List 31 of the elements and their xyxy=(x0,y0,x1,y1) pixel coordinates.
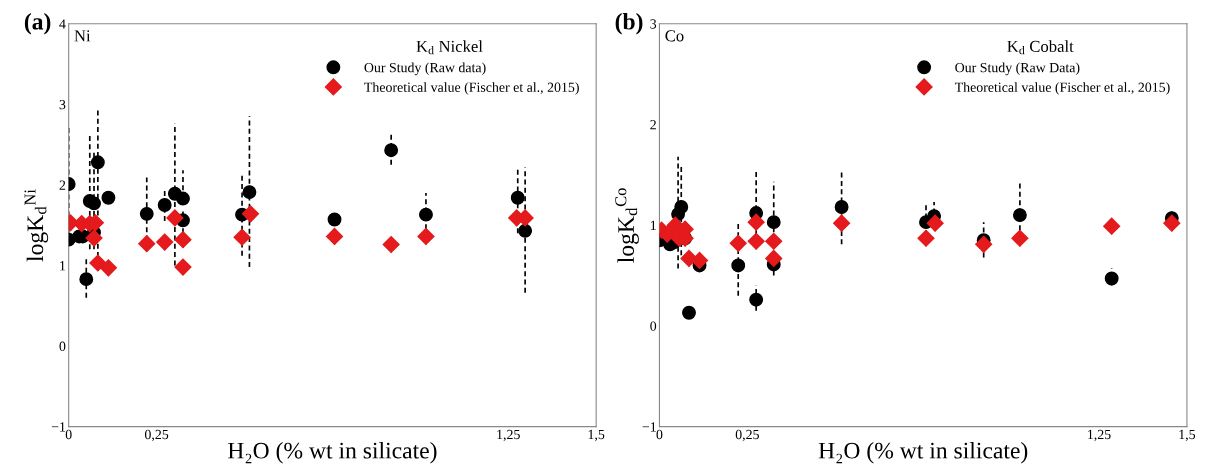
x-axis-title: H₂O (% wt in silicate) xyxy=(818,441,1028,464)
x-tick-label: 1,25 xyxy=(497,429,520,442)
legend-title: K$_{d}$ Nickel xyxy=(416,40,483,55)
y-axis-title: logK$_{d}$$^{Ni}$ xyxy=(24,189,49,262)
text: (a) xyxy=(24,12,51,35)
x-tick-label: 0,25 xyxy=(735,429,759,442)
annotation: Co xyxy=(665,30,684,42)
text: (b) xyxy=(615,12,643,35)
x-tick-label: 1,25 xyxy=(1088,429,1111,442)
y-tick-label: 2 xyxy=(650,120,656,130)
annotation: Ni xyxy=(74,30,91,42)
legend-label: Our Study (Raw Data) xyxy=(955,62,1080,76)
legend-title: K$_{d}$ Cobalt xyxy=(1007,40,1074,55)
y-axis-title: logK$_{d}$$^{Co}$ xyxy=(615,188,639,263)
y-tick-label: 1 xyxy=(60,261,66,271)
y-tick-label: 3 xyxy=(59,99,66,110)
x-tick-label: 1,5 xyxy=(1179,429,1196,442)
y-tick-label: −1 xyxy=(51,422,66,432)
legend-label: Our Study (Raw data) xyxy=(364,62,486,76)
y-tick-label: 0 xyxy=(59,341,66,351)
y-tick-label: 2 xyxy=(59,180,66,190)
x-axis-title: H₂O (% wt in silicate) xyxy=(228,441,437,464)
y-tick-label: 3 xyxy=(650,19,657,29)
y-tick-label: −1 xyxy=(642,422,656,432)
x-tick-label: 1,5 xyxy=(588,429,605,442)
x-tick-label: 0,25 xyxy=(144,429,169,442)
legend-label: Theoretical value (Fischer et al., 2015) xyxy=(364,82,579,95)
y-tick-label: 0 xyxy=(650,321,657,331)
legend-label: Theoretical value (Fischer et al., 2015) xyxy=(954,82,1170,95)
y-tick-label: 4 xyxy=(59,19,66,29)
y-tick-label: 1 xyxy=(650,220,656,230)
